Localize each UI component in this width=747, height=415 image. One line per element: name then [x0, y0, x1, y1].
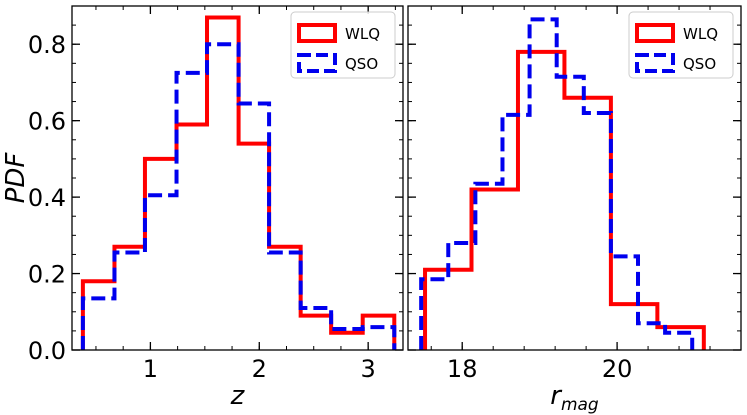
x-tick-label: 1	[143, 355, 158, 383]
legend-swatch-qso	[635, 53, 675, 73]
x-tick-label: 3	[361, 355, 376, 383]
series-line-qso	[80, 42, 397, 350]
series-line-wlq	[423, 49, 706, 350]
chart-panel-1: 1 2 3 0.0 0.2 0.4 0.6 0.8 WLQ QSO z PDF	[1, 5, 404, 411]
legend-swatch-wlq	[635, 23, 675, 43]
x-axis-label: z	[230, 381, 246, 411]
legend-label-wlq: WLQ	[683, 25, 718, 43]
legend-label-wlq: WLQ	[345, 25, 380, 43]
legend-swatch-wlq	[297, 23, 337, 43]
plot-frame	[407, 5, 742, 351]
plot-frame	[71, 5, 404, 351]
x-tick-label: 2	[252, 355, 267, 383]
series-line-wlq	[80, 15, 397, 350]
x-tick-label: 20	[602, 355, 633, 383]
y-tick-label: 0.6	[28, 108, 66, 136]
chart-panel-2: 18 20 WLQ QSO rmag	[407, 5, 742, 415]
y-axis-label: PDF	[1, 152, 31, 204]
legend-box	[290, 11, 396, 79]
x-tick-label: 18	[447, 355, 478, 383]
legend-box	[628, 11, 734, 79]
legend-swatch-qso	[297, 53, 337, 73]
legend-label-qso: QSO	[683, 55, 716, 73]
y-tick-label: 0.8	[28, 31, 66, 59]
legend-label-qso: QSO	[345, 55, 378, 73]
x-axis-label: rmag	[550, 381, 599, 415]
series-line-qso	[419, 17, 695, 350]
y-tick-label: 0.2	[28, 261, 66, 289]
y-tick-label: 0.4	[28, 184, 66, 212]
y-tick-label: 0.0	[28, 337, 66, 365]
x-axis-label-sub: mag	[561, 395, 599, 415]
